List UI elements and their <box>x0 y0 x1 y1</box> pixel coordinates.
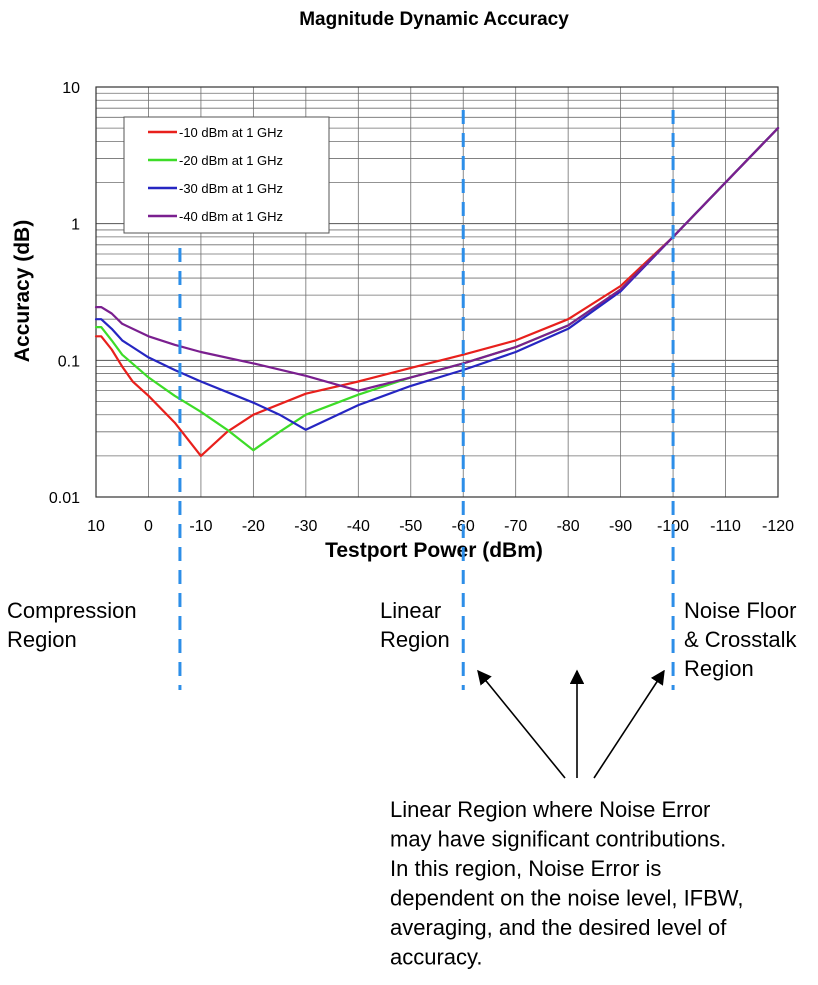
x-axis-ticks: 100-10-20-30-40-50-60-70-80-90-100-110-1… <box>87 518 794 535</box>
x-tick-label: 10 <box>87 518 105 535</box>
y-tick-label: 0.01 <box>49 490 80 507</box>
y-tick-label: 0.1 <box>58 353 80 370</box>
x-tick-label: -30 <box>294 518 317 535</box>
x-tick-label: -90 <box>609 518 632 535</box>
region-label: Compression Region <box>7 598 137 652</box>
annotation-arrow <box>477 669 566 779</box>
x-tick-label: 0 <box>144 518 153 535</box>
x-axis-label: Testport Power (dBm) <box>325 539 543 562</box>
x-tick-label: -50 <box>399 518 422 535</box>
legend-label: -10 dBm at 1 GHz <box>179 125 283 140</box>
x-tick-label: -10 <box>189 518 212 535</box>
series-line-1 <box>94 127 780 457</box>
x-tick-label: -20 <box>242 518 265 535</box>
y-axis-label: Accuracy (dB) <box>11 220 34 362</box>
annotation-text: Linear Region where Noise Error may have … <box>390 797 743 970</box>
x-tick-label: -80 <box>557 518 580 535</box>
legend-box <box>123 116 330 234</box>
legend-label: -30 dBm at 1 GHz <box>179 181 283 196</box>
x-tick-label: -40 <box>347 518 370 535</box>
x-tick-label: -120 <box>762 518 794 535</box>
chart-title: Magnitude Dynamic Accuracy <box>299 9 569 30</box>
series-lines <box>94 127 780 457</box>
region-markers: Compression Region Linear Region Noise Floor… <box>7 110 797 690</box>
series-line-4 <box>94 127 780 392</box>
y-tick-label: 10 <box>62 80 80 97</box>
annotation-arrow <box>593 669 665 779</box>
plot-frame <box>95 86 779 498</box>
legend-label: -20 dBm at 1 GHz <box>179 153 283 168</box>
x-tick-label: -110 <box>710 518 741 535</box>
chart-legend: -10 dBm at 1 GHz -20 dBm at 1 GHz -30 dBm … <box>123 116 330 234</box>
legend-label: -40 dBm at 1 GHz <box>179 209 283 224</box>
annotation: Linear Region where Noise Error may have … <box>390 669 743 970</box>
y-tick-label: 1 <box>71 217 80 234</box>
x-tick-label: -70 <box>504 518 527 535</box>
region-label: Linear Region <box>380 598 450 652</box>
region-label: Noise Floor & Crosstalk Region <box>684 598 797 681</box>
series-line-3 <box>94 127 780 431</box>
y-axis-ticks: 0.01 0.1 1 10 <box>49 80 80 507</box>
